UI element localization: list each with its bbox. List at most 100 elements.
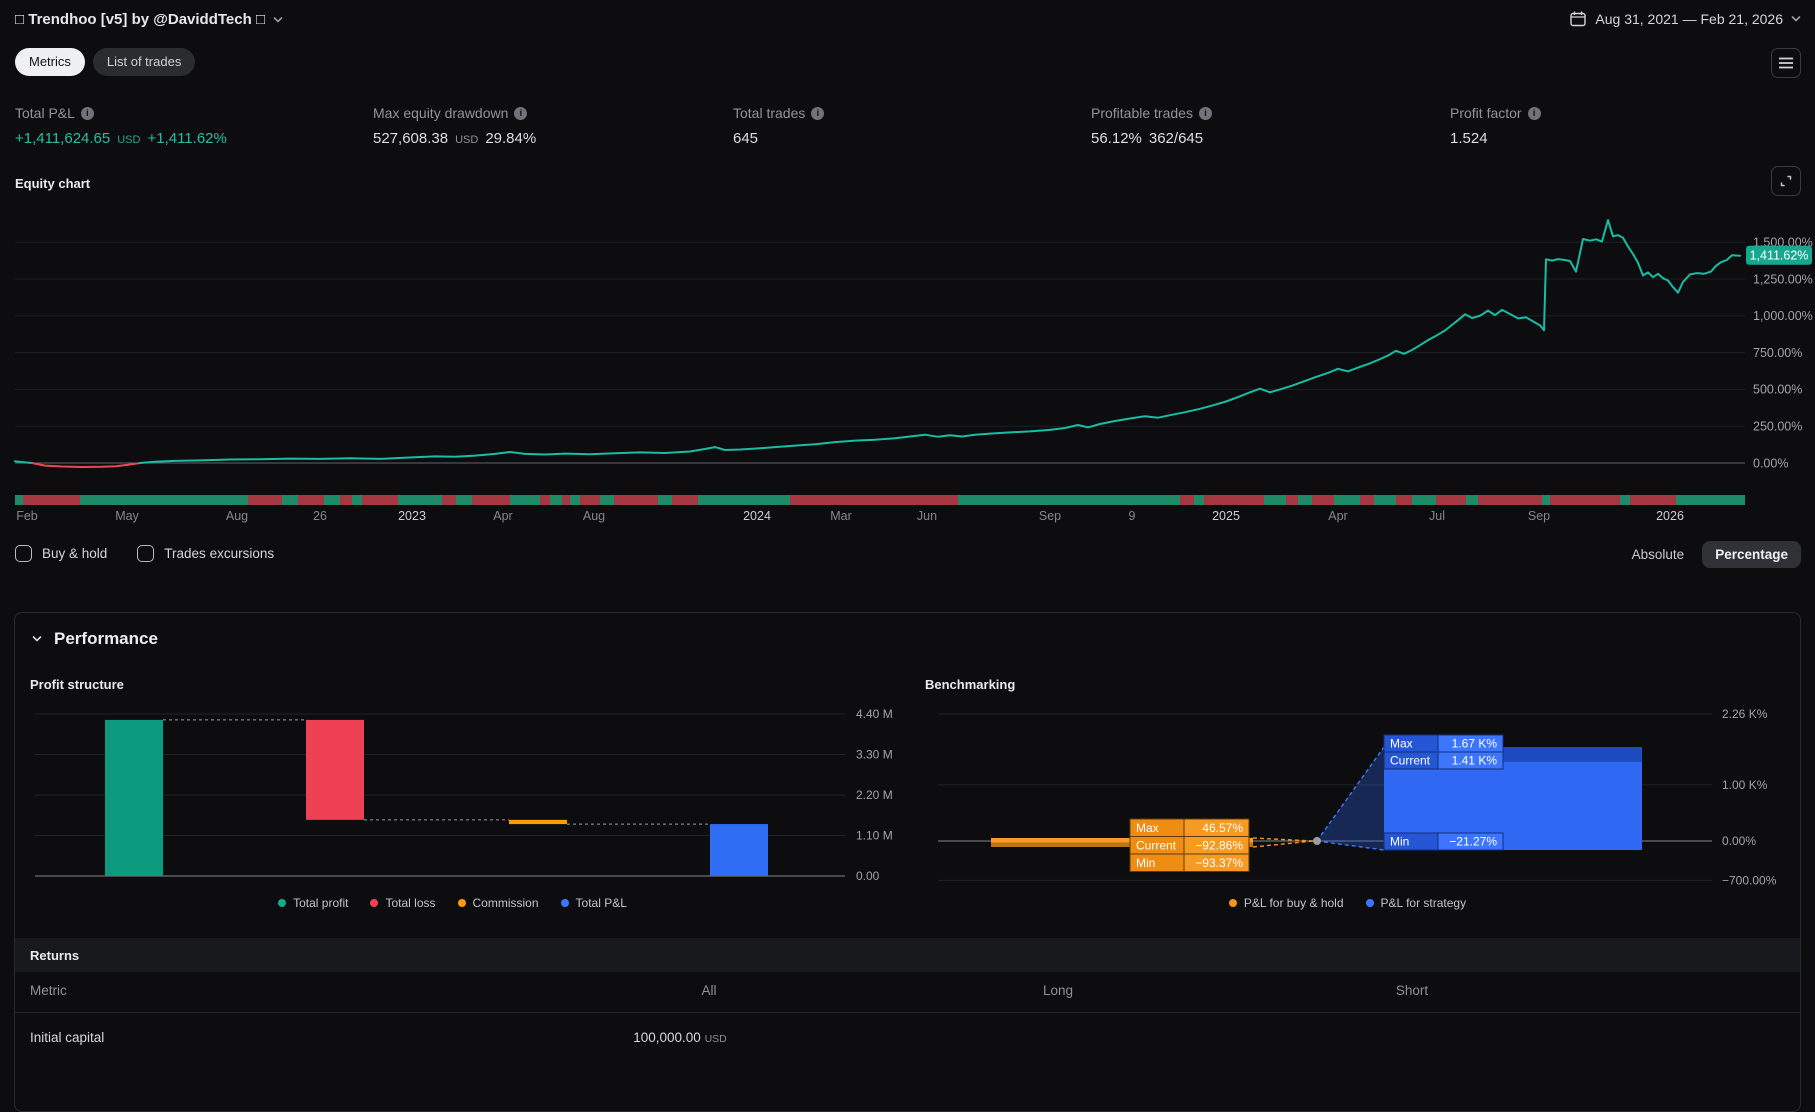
- trade-strip-segment[interactable]: [540, 495, 550, 505]
- y-axis-tick: 750.00%: [1753, 346, 1802, 360]
- trade-strip-segment[interactable]: [698, 495, 790, 505]
- equity-chart[interactable]: 1,500.00%1,250.00%1,000.00%750.00%500.00…: [0, 200, 1815, 530]
- trade-strip-segment[interactable]: [362, 495, 398, 505]
- y-axis-tick: 500.00%: [1753, 383, 1802, 397]
- info-icon[interactable]: i: [514, 106, 528, 120]
- benchmarking-legend: P&L for buy & hold P&L for strategy: [905, 896, 1790, 910]
- buy-hold-checkbox[interactable]: [15, 545, 32, 562]
- strategy-tooltip-value: 1.41 K%: [1452, 754, 1498, 768]
- trade-strip-segment[interactable]: [562, 495, 570, 505]
- legend-item[interactable]: Total P&L: [560, 896, 627, 910]
- trade-strip-segment[interactable]: [1334, 495, 1360, 505]
- trade-strip-segment[interactable]: [1676, 495, 1745, 505]
- strategy-title-bar[interactable]: □ Trendhoo [v5] by @DaviddTech □: [15, 11, 283, 28]
- info-icon[interactable]: i: [811, 106, 825, 120]
- info-icon[interactable]: i: [80, 106, 94, 120]
- col-long: Long: [1042, 983, 1074, 998]
- trade-strip-segment[interactable]: [550, 495, 562, 505]
- waterfall-bar-commission[interactable]: [509, 819, 567, 825]
- trade-strip-segment[interactable]: [472, 495, 510, 505]
- legend-label: Total profit: [293, 896, 349, 910]
- x-axis-tick: Aug: [226, 509, 248, 523]
- trade-strip-segment[interactable]: [1436, 495, 1466, 505]
- trade-strip-segment[interactable]: [570, 495, 580, 505]
- waterfall-bar-total-profit[interactable]: [105, 719, 163, 876]
- percentage-mode-button[interactable]: Percentage: [1702, 541, 1801, 568]
- legend-item[interactable]: P&L for buy & hold: [1228, 896, 1344, 910]
- trade-strip-segment[interactable]: [1180, 495, 1194, 505]
- trade-strip-segment[interactable]: [23, 495, 80, 505]
- trade-strip-segment[interactable]: [1312, 495, 1334, 505]
- y-axis-tick: 250.00%: [1753, 419, 1802, 433]
- info-icon[interactable]: i: [1527, 106, 1541, 120]
- trade-strip-segment[interactable]: [1550, 495, 1620, 505]
- trade-strip-segment[interactable]: [248, 495, 282, 505]
- trade-strip-segment[interactable]: [1620, 495, 1630, 505]
- buy-hold-range-bar[interactable]: [991, 838, 1253, 843]
- x-axis-tick: Apr: [493, 509, 512, 523]
- trade-strip-segment[interactable]: [324, 495, 340, 505]
- info-icon[interactable]: i: [1198, 106, 1212, 120]
- performance-panel: [14, 612, 1801, 1112]
- buy-hold-toggle[interactable]: Buy & hold: [15, 545, 107, 562]
- legend-item[interactable]: Total loss: [370, 896, 436, 910]
- layout-rows-button[interactable]: [1771, 48, 1801, 78]
- trade-strip-segment[interactable]: [1286, 495, 1298, 505]
- tab-list-of-trades[interactable]: List of trades: [92, 48, 196, 76]
- current-value-badge: [1746, 245, 1812, 265]
- trade-strip-segment[interactable]: [790, 495, 958, 505]
- trade-strip-segment[interactable]: [1204, 495, 1264, 505]
- stat-unit: USD: [455, 134, 479, 146]
- tab-metrics[interactable]: Metrics: [15, 48, 85, 76]
- legend-item[interactable]: P&L for strategy: [1365, 896, 1466, 910]
- trade-strip-segment[interactable]: [600, 495, 614, 505]
- expand-chart-button[interactable]: [1771, 166, 1801, 196]
- view-tabs: Metrics List of trades: [15, 48, 196, 76]
- trade-strip-segment[interactable]: [658, 495, 672, 505]
- trade-strip-segment[interactable]: [1264, 495, 1286, 505]
- trade-strip-segment[interactable]: [80, 495, 248, 505]
- buy-hold-tooltip-value: −93.37%: [1195, 856, 1243, 870]
- x-axis-tick: 9: [1129, 509, 1136, 523]
- trade-strip-segment[interactable]: [1194, 495, 1204, 505]
- trade-strip-segment[interactable]: [580, 495, 600, 505]
- waterfall-bar-total-loss[interactable]: [306, 719, 364, 820]
- trade-strip-segment[interactable]: [1630, 495, 1676, 505]
- trade-strip-segment[interactable]: [298, 495, 324, 505]
- trade-strip-segment[interactable]: [456, 495, 472, 505]
- performance-header[interactable]: Performance: [32, 629, 158, 649]
- trade-strip-segment[interactable]: [958, 495, 1180, 505]
- trade-strip-segment[interactable]: [1360, 495, 1374, 505]
- trade-strip-segment[interactable]: [1478, 495, 1542, 505]
- value-mode-switch: Absolute Percentage: [1624, 541, 1801, 568]
- absolute-mode-button[interactable]: Absolute: [1631, 547, 1685, 562]
- trade-strip-segment[interactable]: [1412, 495, 1436, 505]
- waterfall-bar-total-p-l[interactable]: [710, 824, 768, 876]
- trades-excursions-checkbox[interactable]: [137, 545, 155, 562]
- trades-excursions-toggle[interactable]: Trades excursions: [137, 545, 274, 562]
- trade-strip-segment[interactable]: [1542, 495, 1550, 505]
- trade-strip-segment[interactable]: [1298, 495, 1312, 505]
- trade-strip-segment[interactable]: [340, 495, 352, 505]
- trade-strip-segment[interactable]: [442, 495, 456, 505]
- collapse-chevron-icon: [32, 636, 42, 642]
- trade-strip-segment[interactable]: [1466, 495, 1478, 505]
- legend-item[interactable]: Commission: [457, 896, 539, 910]
- x-axis-tick: Jul: [1429, 509, 1445, 523]
- y-axis-tick: 4.40 M: [856, 707, 893, 721]
- stat-label: Profitable trades: [1091, 105, 1193, 121]
- trade-strip-segment[interactable]: [1374, 495, 1396, 505]
- legend-item[interactable]: Total profit: [278, 896, 348, 910]
- returns-section-header[interactable]: Returns: [15, 938, 1800, 972]
- trade-strip-segment[interactable]: [282, 495, 298, 505]
- trade-strip-segment[interactable]: [672, 495, 698, 505]
- trade-strip-segment[interactable]: [15, 495, 23, 505]
- stat-label: Profit factor: [1450, 105, 1522, 121]
- trade-strip-segment[interactable]: [398, 495, 442, 505]
- trade-strip-segment[interactable]: [614, 495, 658, 505]
- date-range-picker[interactable]: Aug 31, 2021 — Feb 21, 2026: [1569, 10, 1801, 28]
- performance-charts[interactable]: 4.40 M 3.30 M 2.20 M 1.10 M 0.00 2.26 K% 1.00 …: [0, 700, 1815, 935]
- trade-strip-segment[interactable]: [510, 495, 540, 505]
- trade-strip-segment[interactable]: [352, 495, 362, 505]
- trade-strip-segment[interactable]: [1396, 495, 1412, 505]
